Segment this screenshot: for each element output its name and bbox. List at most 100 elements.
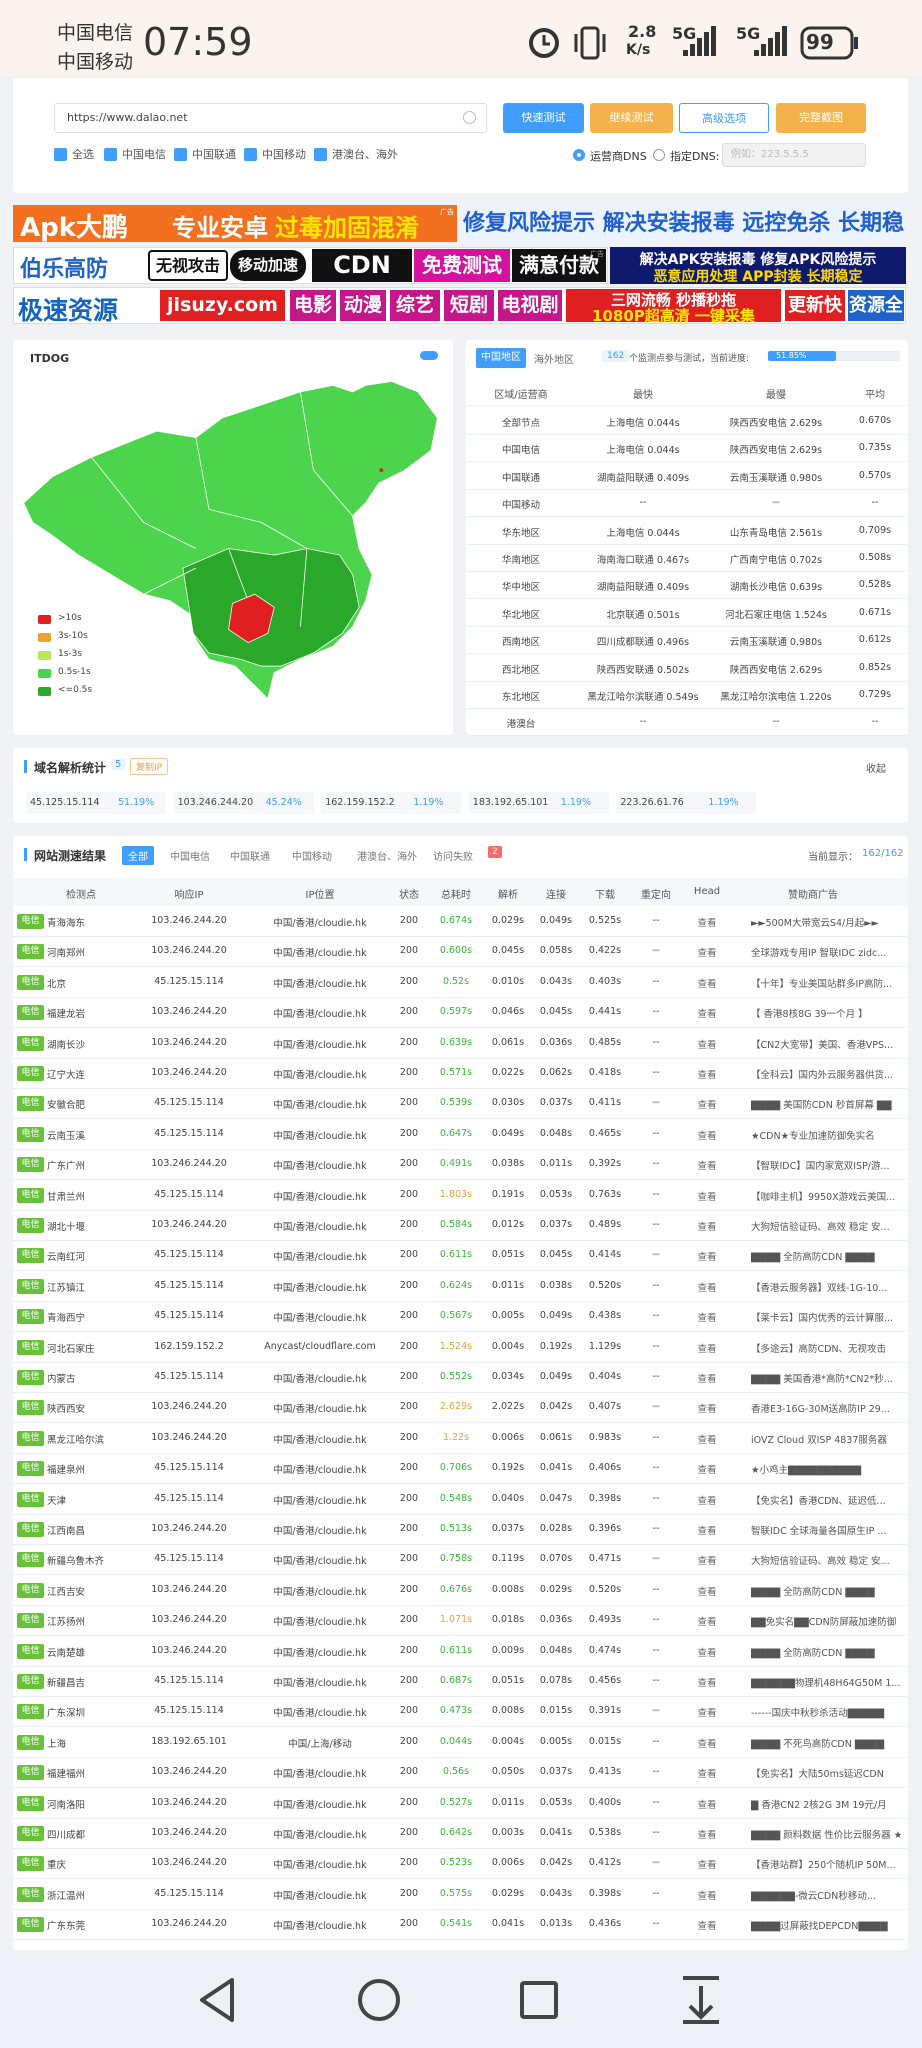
- filter-tab[interactable]: 中国电信: [170, 852, 210, 863]
- toggle[interactable]: [420, 351, 438, 360]
- ad-text[interactable]: 过毒加固混淆: [275, 214, 419, 242]
- sponsor-ad[interactable]: ▇▇▇▇ 美国防CDN 秒首屏幕 ▇▇: [751, 1100, 892, 1112]
- ad-text[interactable]: jisuzy.com: [160, 290, 285, 321]
- sponsor-ad[interactable]: 大狗短信验证码、高效 稳定 安...: [751, 1556, 890, 1568]
- url-input[interactable]: https://www.dalao.net: [54, 103, 487, 133]
- ad-text[interactable]: 1080P超高清 一键采集: [592, 307, 755, 325]
- ad-text[interactable]: 综艺: [390, 290, 440, 321]
- ad-text[interactable]: 短剧: [444, 290, 494, 321]
- ad-banner[interactable]: 修复风险提示 解决安装报毒 远控免杀 长期稳定: [461, 205, 906, 242]
- ad-text[interactable]: 伯乐高防: [20, 257, 109, 282]
- sponsor-ad[interactable]: 【多途云】高防CDN、无视攻击: [751, 1343, 887, 1355]
- sponsor-ad[interactable]: ▇▇▇▇ 美国香港*高防*CN2*秒...: [751, 1374, 893, 1385]
- radio-label[interactable]: 指定DNS:: [670, 150, 720, 163]
- button[interactable]: 继续测试: [590, 103, 673, 133]
- ad-text[interactable]: 动漫: [340, 290, 386, 321]
- sponsor-ad[interactable]: 香港E3-16G-30M送高防IP 29...: [751, 1404, 890, 1416]
- ad-text[interactable]: 资源全: [848, 290, 904, 321]
- dns-input[interactable]: 例如：223.5.5.5: [722, 143, 866, 167]
- checkbox[interactable]: 全选: [54, 148, 94, 162]
- head-link[interactable]: 查看: [697, 1039, 717, 1051]
- filter-tab[interactable]: 港澳台、海外: [357, 852, 417, 863]
- checkbox[interactable]: 中国联通: [174, 148, 236, 162]
- head-link[interactable]: 查看: [697, 1009, 717, 1021]
- head-link[interactable]: 查看: [697, 1282, 717, 1294]
- head-link[interactable]: 查看: [697, 1434, 717, 1446]
- ad-text[interactable]: 解决APK安装报毒 修复APK风险提示: [639, 252, 877, 268]
- sponsor-ad[interactable]: 【智联IDC】国内家宽双ISP/游...: [751, 1161, 890, 1173]
- head-link[interactable]: 查看: [697, 1343, 717, 1355]
- head-link[interactable]: 查看: [697, 1070, 717, 1081]
- sponsor-ad[interactable]: 【免实名】香港CDN、延迟低...: [751, 1495, 886, 1507]
- head-link[interactable]: 查看: [697, 1799, 717, 1811]
- sponsor-ad[interactable]: ▇▇▇▇ 不死鸟高防CDN ▇▇▇▇: [751, 1738, 885, 1750]
- ad-text[interactable]: 电影: [290, 290, 336, 321]
- radio[interactable]: [653, 149, 665, 161]
- checkbox[interactable]: 中国电信: [104, 148, 166, 162]
- sponsor-ad[interactable]: 全球游戏专用IP 智联IDC zidc...: [751, 948, 887, 960]
- head-link[interactable]: 查看: [697, 1586, 717, 1598]
- head-link[interactable]: 查看: [697, 1708, 717, 1720]
- sponsor-ad[interactable]: ▇▇▇▇过屏蔽找DEPCDN▇▇▇▇: [751, 1921, 888, 1933]
- tab[interactable]: 中国地区: [476, 348, 526, 368]
- sponsor-ad[interactable]: 【香港云服务器】双线-1G-10...: [751, 1282, 888, 1294]
- head-link[interactable]: 查看: [697, 1921, 717, 1933]
- sponsor-ad[interactable]: ▇▇▇▇ 颜料数据 性价比云服务器 ★: [751, 1830, 901, 1841]
- sponsor-ad[interactable]: 智联IDC 全球海量各国原生IP ...: [751, 1526, 887, 1537]
- sponsor-ad[interactable]: 【香港站群】250个随机IP 50M...: [751, 1860, 896, 1872]
- head-link[interactable]: 查看: [697, 1161, 717, 1173]
- sponsor-ad[interactable]: ▇▇▇▇ 全防高防CDN ▇▇▇▇: [751, 1252, 875, 1264]
- checkbox[interactable]: 港澳台、海外: [314, 148, 398, 162]
- head-link[interactable]: 查看: [697, 1100, 717, 1112]
- head-link[interactable]: 查看: [697, 1769, 717, 1781]
- sponsor-ad[interactable]: 大狗短信验证码、高效 稳定 安...: [751, 1222, 890, 1233]
- sponsor-ad[interactable]: 【免实名】大陆50ms延迟CDN: [751, 1769, 884, 1781]
- filter-tab[interactable]: 中国移动: [292, 852, 332, 863]
- sponsor-ad[interactable]: 【全科云】国内外云服务器供货...: [751, 1070, 894, 1081]
- sponsor-ad[interactable]: iOVZ Cloud 双ISP 4837服务器: [751, 1434, 887, 1446]
- sponsor-ad[interactable]: 【 香港8核8G 39一个月 】: [751, 1009, 868, 1021]
- ad-text[interactable]: 更新快: [785, 290, 845, 321]
- sponsor-ad[interactable]: ▇▇▇▇ 全防高防CDN ▇▇▇▇: [751, 1586, 875, 1598]
- radio-label[interactable]: 运营商DNS: [590, 150, 647, 163]
- button[interactable]: 高级选项: [679, 103, 769, 133]
- sponsor-ad[interactable]: 【咖啡主机】9950X游戏云美国...: [751, 1191, 896, 1203]
- sponsor-ad[interactable]: 【十年】专业美国站群多IP高防...: [751, 978, 893, 990]
- sponsor-ad[interactable]: ------国庆中秋秒杀活动▇▇▇▇▇: [751, 1708, 885, 1720]
- ad-banner[interactable]: [610, 247, 906, 284]
- filter-tab[interactable]: 全部: [122, 846, 154, 865]
- sponsor-ad[interactable]: 【莱卡云】国内优秀的云计算服...: [751, 1313, 894, 1325]
- ad-text[interactable]: Apk大鹏: [20, 213, 129, 243]
- ad-banner[interactable]: [566, 289, 781, 322]
- ad-text[interactable]: 三网流畅 秒播秒拖: [610, 291, 737, 309]
- head-link[interactable]: 查看: [697, 1860, 717, 1872]
- head-link[interactable]: 查看: [697, 1647, 717, 1659]
- head-link[interactable]: 查看: [697, 1191, 717, 1203]
- button[interactable]: 快速测试: [503, 103, 584, 133]
- head-link[interactable]: 查看: [697, 1678, 717, 1689]
- ad-text[interactable]: CDN: [312, 249, 412, 282]
- head-link[interactable]: 查看: [697, 1830, 717, 1841]
- clear-icon[interactable]: [463, 111, 476, 124]
- sponsor-ad[interactable]: ★CDN★专业加速防御免实名: [751, 1130, 875, 1142]
- head-link[interactable]: 查看: [697, 1130, 717, 1142]
- sponsor-ad[interactable]: ▇▇▇▇▇▇物理机48H64G50M 1...: [751, 1678, 901, 1689]
- head-link[interactable]: 查看: [697, 1374, 717, 1385]
- sponsor-ad[interactable]: ▇▇免实名▇▇CDN防屏蔽加速防御: [751, 1617, 897, 1629]
- sponsor-ad[interactable]: ▇ 香港CN2 2核2G 3M 19元/月: [751, 1799, 887, 1811]
- sponsor-ad[interactable]: ►►500M大带宽云S4/月起►►: [751, 918, 879, 929]
- ad-banner[interactable]: [13, 205, 457, 242]
- head-link[interactable]: 查看: [697, 1890, 717, 1902]
- head-link[interactable]: 查看: [697, 1738, 717, 1750]
- head-link[interactable]: 查看: [697, 1465, 717, 1477]
- head-link[interactable]: 查看: [697, 978, 717, 990]
- ad-text[interactable]: 移动加速: [230, 250, 306, 281]
- collapse-button[interactable]: 收起: [866, 764, 886, 775]
- ad-text[interactable]: 极速资源: [18, 296, 119, 325]
- ad-text[interactable]: 恶意应用处理 APP封装 长期稳定: [653, 269, 863, 285]
- ad-text[interactable]: 无视攻击: [148, 250, 228, 281]
- filter-tab[interactable]: 中国联通: [230, 852, 270, 863]
- head-link[interactable]: 查看: [697, 918, 717, 929]
- ad-text[interactable]: 电视剧: [498, 290, 562, 321]
- checkbox[interactable]: 中国移动: [244, 148, 306, 162]
